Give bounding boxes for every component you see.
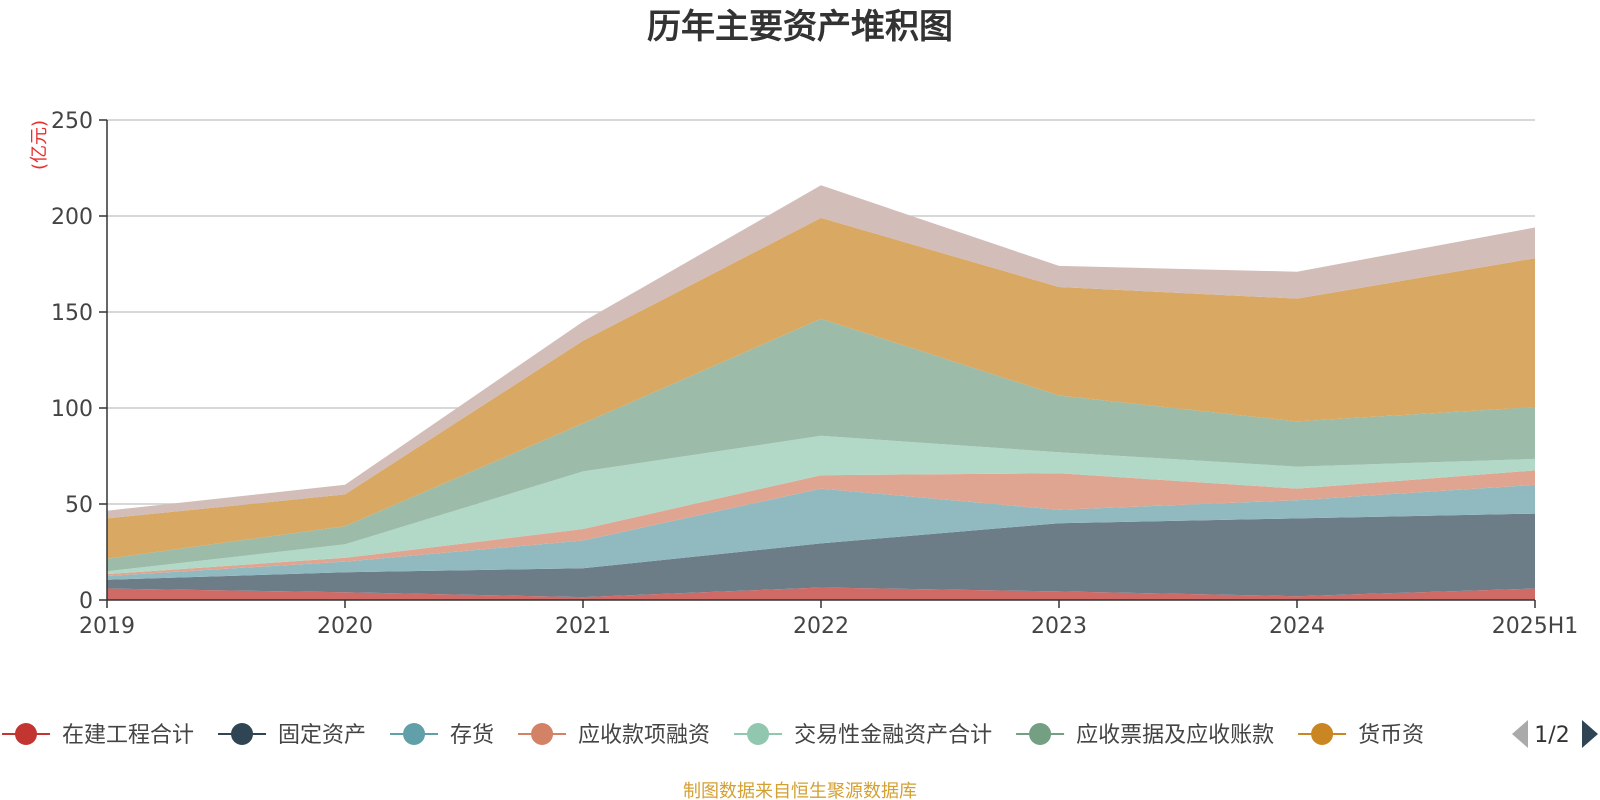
legend-marker-icon <box>1029 723 1052 745</box>
legend: 在建工程合计 固定资产 存货 应收款项融资 交易性金融资产合计 应收票据及应收账款 货币资 1… <box>2 720 1598 748</box>
legend-marker-icon <box>231 723 254 745</box>
triangle-right-icon[interactable] <box>1582 720 1598 748</box>
legend-item[interactable]: 货币资 <box>1298 723 1424 748</box>
legend-marker-icon <box>747 723 770 745</box>
legend-page-indicator: 1/2 <box>1534 723 1569 748</box>
legend-item[interactable]: 应收款项融资 <box>518 723 710 748</box>
legend-label: 交易性金融资产合计 <box>794 723 992 748</box>
x-tick-label: 2020 <box>317 614 373 639</box>
x-tick-label: 2021 <box>555 614 611 639</box>
y-tick-label: 200 <box>51 205 93 230</box>
area-series-在建工程合计 <box>107 587 1535 600</box>
y-tick-label: 250 <box>51 109 93 134</box>
legend-marker-icon <box>1311 723 1334 745</box>
area-series-交易性金融资产合计 <box>107 435 1535 575</box>
chart-title: 历年主要资产堆积图 <box>647 7 953 47</box>
legend-label: 存货 <box>450 723 494 748</box>
legend-item[interactable]: 交易性金融资产合计 <box>734 723 992 748</box>
data-source-note: 制图数据来自恒生聚源数据库 <box>683 781 917 800</box>
legend-label: 货币资 <box>1358 723 1424 748</box>
legend-label: 应收款项融资 <box>578 723 710 748</box>
x-tick-label: 2022 <box>793 614 849 639</box>
legend-marker-icon <box>531 723 554 745</box>
area-series-货币资金 <box>107 217 1535 559</box>
area-series-应收票据及应收账款 <box>107 318 1535 572</box>
legend-marker-icon <box>403 723 426 745</box>
legend-item[interactable]: 在建工程合计 <box>2 723 194 748</box>
area-series-固定资产 <box>107 513 1535 598</box>
x-tick-label: 2024 <box>1269 614 1325 639</box>
x-tick-label: 2025H1 <box>1492 614 1579 639</box>
legend-item[interactable]: 应收票据及应收账款 <box>1016 723 1274 748</box>
x-tick-label: 2019 <box>79 614 135 639</box>
legend-item[interactable]: 固定资产 <box>218 723 366 748</box>
area-series-group <box>107 185 1535 600</box>
legend-label: 在建工程合计 <box>62 723 194 748</box>
legend-marker-icon <box>15 723 37 745</box>
y-tick-label: 100 <box>51 397 93 422</box>
axes: 0 50 100 150 200 250 2019 2020 2021 2022 2023 2024 2… <box>51 109 1578 639</box>
legend-label: 应收票据及应收账款 <box>1076 723 1274 748</box>
y-axis-unit-label: (亿元) <box>29 120 50 170</box>
y-tick-label: 150 <box>51 301 93 326</box>
legend-label: 固定资产 <box>278 723 366 748</box>
triangle-left-icon[interactable] <box>1512 720 1528 748</box>
legend-item[interactable]: 存货 <box>390 723 494 748</box>
legend-pager: 1/2 <box>1512 720 1598 748</box>
y-tick-label: 0 <box>79 589 93 614</box>
area-series-存货 <box>107 484 1535 580</box>
y-tick-label: 50 <box>65 493 93 518</box>
x-tick-label: 2023 <box>1031 614 1087 639</box>
area-series-应收款项融资 <box>107 470 1535 576</box>
